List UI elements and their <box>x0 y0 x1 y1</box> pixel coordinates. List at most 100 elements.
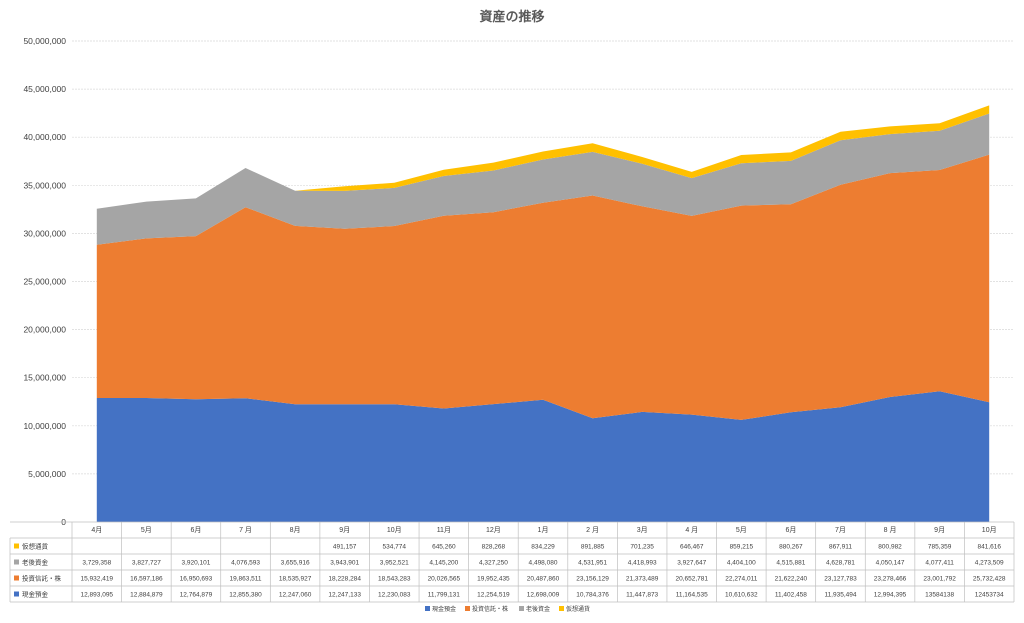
data-table: 4月 5月 6月 7 月 8月 9月 10月 11月 12月 1月 2 月 3月 4 月 5月 6月 7月 8 … <box>9 521 1015 603</box>
x-tick-label: 5月 <box>736 526 747 534</box>
table-cell: 534,774 <box>383 544 407 551</box>
legend-label-cash: 現金預金 <box>432 605 456 613</box>
table-cell: 23,156,129 <box>576 576 609 583</box>
table-cell: 800,982 <box>878 544 902 551</box>
area-retirement <box>96 113 990 245</box>
table-cell: 12,247,060 <box>279 592 312 599</box>
table-cell: 16,597,186 <box>130 576 163 583</box>
table-cell: 4,628,781 <box>826 560 855 567</box>
table-cell: 10,610,632 <box>725 592 758 599</box>
table-cell: 4,404,100 <box>727 560 756 567</box>
table-cell: 3,943,901 <box>330 560 359 567</box>
table-cell: 20,652,781 <box>675 576 708 583</box>
y-tick-label: 20,000,000 <box>23 325 66 335</box>
x-tick-label: 4 月 <box>685 526 698 534</box>
table-cell: 867,911 <box>829 544 852 551</box>
legend-label-funds: 投資信託・株 <box>472 605 508 613</box>
table-row-label: 現金預金 <box>22 590 49 599</box>
table-cell: 12,698,009 <box>527 592 560 599</box>
table-cell: 3,952,521 <box>380 560 409 567</box>
table-cell: 4,418,993 <box>628 560 657 567</box>
table-cell: 891,885 <box>581 544 605 551</box>
table-cell: 646,467 <box>680 544 704 551</box>
table-cell: 23,127,783 <box>824 576 857 583</box>
y-tick-label: 45,000,000 <box>23 84 66 94</box>
y-tick-label: 35,000,000 <box>23 180 66 190</box>
x-tick-label: 9月 <box>934 526 945 534</box>
legend-swatch-funds <box>465 606 470 611</box>
table-cell: 834,229 <box>531 544 555 551</box>
table-cell: 23,001,792 <box>923 576 956 583</box>
x-tick-label: 10月 <box>982 526 997 534</box>
table-cell: 11,164,535 <box>676 592 708 599</box>
table-cell: 645,260 <box>432 544 456 551</box>
table-row-label: 老後資金 <box>22 558 49 567</box>
table-cell: 11,935,494 <box>824 592 856 599</box>
table-cell: 20,026,565 <box>428 576 461 583</box>
table-cell: 4,145,200 <box>429 560 458 567</box>
table-cell: 12,884,879 <box>130 592 163 599</box>
y-tick-label: 50,000,000 <box>23 36 66 46</box>
table-cell: 11,402,458 <box>775 592 807 599</box>
table-cell: 20,487,860 <box>527 576 560 583</box>
table-cell: 12,254,519 <box>477 592 510 599</box>
x-tick-label: 5月 <box>141 526 152 534</box>
x-tick-label: 6月 <box>190 526 201 534</box>
table-cell: 25,732,428 <box>973 576 1006 583</box>
table-cell: 12,855,380 <box>229 592 262 599</box>
x-tick-label: 7 月 <box>239 526 252 534</box>
table-cell: 18,535,927 <box>279 576 312 583</box>
table-cell: 13584138 <box>925 592 954 599</box>
table-cell: 3,920,101 <box>181 560 210 567</box>
x-tick-label: 3月 <box>637 526 648 534</box>
table-cell: 4,515,881 <box>776 560 805 567</box>
x-tick-label: 2 月 <box>586 526 599 534</box>
x-tick-label: 11月 <box>437 526 451 534</box>
table-cell: 18,228,284 <box>328 576 361 583</box>
table-cell: 12,893,095 <box>81 592 114 599</box>
table-cell: 11,447,873 <box>626 592 658 599</box>
table-cell: 12,764,879 <box>180 592 213 599</box>
table-cell: 491,157 <box>333 544 357 551</box>
x-tick-label: 7月 <box>835 526 846 534</box>
table-cell: 4,531,951 <box>578 560 607 567</box>
table-cell: 12,247,133 <box>328 592 361 599</box>
x-tick-label: 10月 <box>387 526 402 534</box>
table-cell: 4,077,411 <box>925 560 954 567</box>
table-cell: 880,267 <box>779 544 803 551</box>
y-tick-label: 10,000,000 <box>23 421 66 431</box>
legend-label-crypto: 仮想通貨 <box>566 605 590 613</box>
legend-key-funds <box>14 575 19 581</box>
table-cell: 4,327,250 <box>479 560 508 567</box>
area-cash <box>96 391 990 522</box>
area-funds <box>96 154 990 420</box>
table-cell: 841,616 <box>977 544 1001 551</box>
y-tick-label: 15,000,000 <box>23 373 66 383</box>
legend-swatch-retirement <box>519 606 524 611</box>
table-cell: 828,268 <box>482 544 506 551</box>
x-tick-label: 8 月 <box>884 526 897 534</box>
table-cell: 15,932,419 <box>81 576 114 583</box>
legend-swatch-cash <box>425 606 430 611</box>
table-cell: 21,373,489 <box>626 576 659 583</box>
legend-swatch-crypto <box>559 606 564 611</box>
x-tick-label: 1月 <box>538 526 549 534</box>
table-cell: 3,655,916 <box>281 560 310 567</box>
x-tick-label: 8月 <box>290 526 301 534</box>
table-cell: 4,076,593 <box>231 560 260 567</box>
table-cell: 16,950,693 <box>180 576 213 583</box>
x-tick-label: 4月 <box>91 526 102 534</box>
table-row-label: 仮想通貨 <box>22 542 49 551</box>
table-cell: 19,952,435 <box>477 576 510 583</box>
table-row-label: 投資信託・株 <box>22 574 62 583</box>
table-cell: 12453734 <box>975 592 1004 599</box>
table-cell: 4,050,147 <box>876 560 905 567</box>
y-tick-label: 30,000,000 <box>23 228 66 238</box>
legend-key-retirement <box>14 559 19 565</box>
y-tick-label: 25,000,000 <box>23 277 66 287</box>
table-cell: 701,235 <box>630 544 654 551</box>
table-cell: 3,927,647 <box>677 560 706 567</box>
y-tick-label: 5,000,000 <box>28 469 66 479</box>
table-cell: 3,729,358 <box>82 560 111 567</box>
